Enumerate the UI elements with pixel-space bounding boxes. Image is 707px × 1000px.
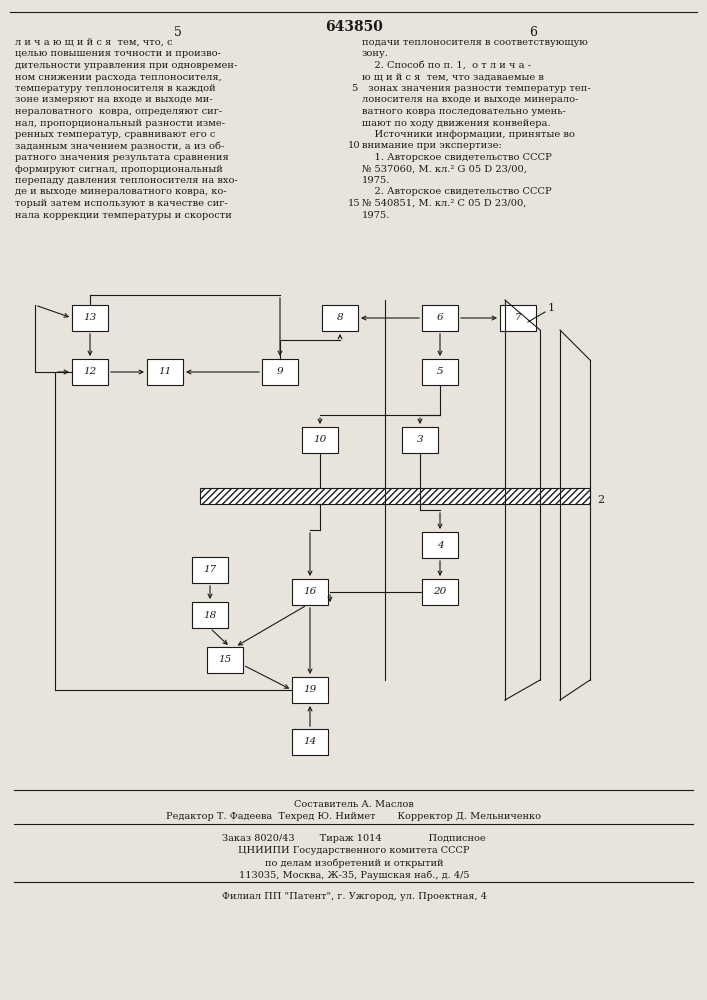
Text: 10: 10	[348, 141, 361, 150]
Bar	[72, 359, 108, 385]
Text: зонах значения разности температур теп-: зонах значения разности температур теп-	[362, 84, 591, 93]
Bar	[422, 305, 458, 331]
Text: 6: 6	[529, 26, 537, 39]
Bar	[302, 427, 338, 453]
Text: заданным значением разности, а из об-: заданным значением разности, а из об-	[15, 141, 224, 151]
Text: 5: 5	[174, 26, 182, 39]
Text: торый затем используют в качестве сиг-: торый затем используют в качестве сиг-	[15, 199, 228, 208]
Text: шают по ходу движения конвейера.: шают по ходу движения конвейера.	[362, 118, 551, 127]
Text: ратного значения результата сравнения: ратного значения результата сравнения	[15, 153, 229, 162]
Text: 11: 11	[158, 367, 172, 376]
Bar	[292, 729, 328, 755]
Text: 2: 2	[597, 495, 604, 505]
Text: 113035, Москва, Ж-35, Раушская наб., д. 4/5: 113035, Москва, Ж-35, Раушская наб., д. …	[239, 870, 469, 880]
Text: 2. Авторское свидетельство СССР: 2. Авторское свидетельство СССР	[362, 188, 551, 196]
Text: целью повышения точности и произво-: целью повышения точности и произво-	[15, 49, 221, 58]
Text: дительности управления при одновремен-: дительности управления при одновремен-	[15, 61, 238, 70]
Text: ном снижении расхода теплоносителя,: ном снижении расхода теплоносителя,	[15, 73, 222, 82]
Text: № 537060, М. кл.² G 05 D 23/00,: № 537060, М. кл.² G 05 D 23/00,	[362, 164, 527, 174]
Bar	[422, 579, 458, 605]
Text: 10: 10	[313, 436, 327, 444]
Text: по делам изобретений и открытий: по делам изобретений и открытий	[264, 858, 443, 867]
Bar	[192, 557, 228, 583]
Bar	[292, 677, 328, 703]
Text: 6: 6	[437, 314, 443, 322]
Bar	[147, 359, 183, 385]
Bar	[207, 647, 243, 673]
Text: 1975.: 1975.	[362, 176, 390, 185]
Bar	[192, 602, 228, 628]
Text: ю щ и й с я  тем, что задаваемые в: ю щ и й с я тем, что задаваемые в	[362, 73, 544, 82]
Text: внимание при экспертизе:: внимание при экспертизе:	[362, 141, 502, 150]
Text: 5: 5	[351, 84, 357, 93]
Bar	[402, 427, 438, 453]
Text: ренных температур, сравнивают его с: ренных температур, сравнивают его с	[15, 130, 216, 139]
Text: 15: 15	[348, 199, 361, 208]
Text: 13: 13	[83, 314, 97, 322]
Text: 14: 14	[303, 738, 317, 746]
Text: нала коррекции температуры и скорости: нала коррекции температуры и скорости	[15, 211, 232, 220]
Text: 7: 7	[515, 314, 521, 322]
Text: 16: 16	[303, 587, 317, 596]
Bar	[422, 359, 458, 385]
Text: нал, пропорциональный разности изме-: нал, пропорциональный разности изме-	[15, 118, 225, 127]
Text: 15: 15	[218, 656, 232, 664]
Bar	[200, 488, 590, 504]
Text: Филиал ПП "Патент", г. Ужгород, ул. Проектная, 4: Филиал ПП "Патент", г. Ужгород, ул. Прое…	[221, 892, 486, 901]
Text: 643850: 643850	[325, 20, 383, 34]
Text: № 540851, М. кл.² С 05 D 23/00,: № 540851, М. кл.² С 05 D 23/00,	[362, 199, 527, 208]
Text: 3: 3	[416, 436, 423, 444]
Text: 12: 12	[83, 367, 97, 376]
Text: зоне измеряют на входе и выходе ми-: зоне измеряют на входе и выходе ми-	[15, 96, 213, 104]
Text: Редактор Т. Фадеева  Техред Ю. Ниймет       Корректор Д. Мельниченко: Редактор Т. Фадеева Техред Ю. Ниймет Кор…	[167, 812, 542, 821]
Bar	[72, 305, 108, 331]
Text: зону.: зону.	[362, 49, 389, 58]
Text: лоносителя на входе и выходе минерало-: лоносителя на входе и выходе минерало-	[362, 96, 578, 104]
Text: 17: 17	[204, 566, 216, 574]
Text: 1: 1	[548, 303, 555, 313]
Bar	[322, 305, 358, 331]
Text: температуру теплоносителя в каждой: температуру теплоносителя в каждой	[15, 84, 216, 93]
Text: 9: 9	[276, 367, 284, 376]
Text: ватного ковра последовательно умень-: ватного ковра последовательно умень-	[362, 107, 566, 116]
Text: Составитель А. Маслов: Составитель А. Маслов	[294, 800, 414, 809]
Text: де и выходе минераловатного ковра, ко-: де и выходе минераловатного ковра, ко-	[15, 188, 227, 196]
Text: формируют сигнал, пропорциональный: формируют сигнал, пропорциональный	[15, 164, 223, 174]
Text: 19: 19	[303, 686, 317, 694]
Text: 2. Способ по п. 1,  о т л и ч а -: 2. Способ по п. 1, о т л и ч а -	[362, 61, 531, 70]
Text: 4: 4	[437, 540, 443, 550]
Text: л и ч а ю щ и й с я  тем, что, с: л и ч а ю щ и й с я тем, что, с	[15, 38, 173, 47]
Text: 1. Авторское свидетельство СССР: 1. Авторское свидетельство СССР	[362, 153, 551, 162]
Text: 8: 8	[337, 314, 344, 322]
Text: Источники информации, принятые во: Источники информации, принятые во	[362, 130, 575, 139]
Bar	[292, 579, 328, 605]
Text: 5: 5	[437, 367, 443, 376]
Text: 18: 18	[204, 610, 216, 619]
Text: Заказ 8020/43        Тираж 1014               Подписное: Заказ 8020/43 Тираж 1014 Подписное	[222, 834, 486, 843]
Text: 1975.: 1975.	[362, 211, 390, 220]
Text: перепаду давления теплоносителя на вхо-: перепаду давления теплоносителя на вхо-	[15, 176, 238, 185]
Text: нераловатного  ковра, определяют сиг-: нераловатного ковра, определяют сиг-	[15, 107, 222, 116]
Bar	[422, 532, 458, 558]
Text: 20: 20	[433, 587, 447, 596]
Bar	[500, 305, 536, 331]
Bar	[262, 359, 298, 385]
Text: ЦНИИПИ Государственного комитета СССР: ЦНИИПИ Государственного комитета СССР	[238, 846, 469, 855]
Text: подачи теплоносителя в соответствующую: подачи теплоносителя в соответствующую	[362, 38, 588, 47]
